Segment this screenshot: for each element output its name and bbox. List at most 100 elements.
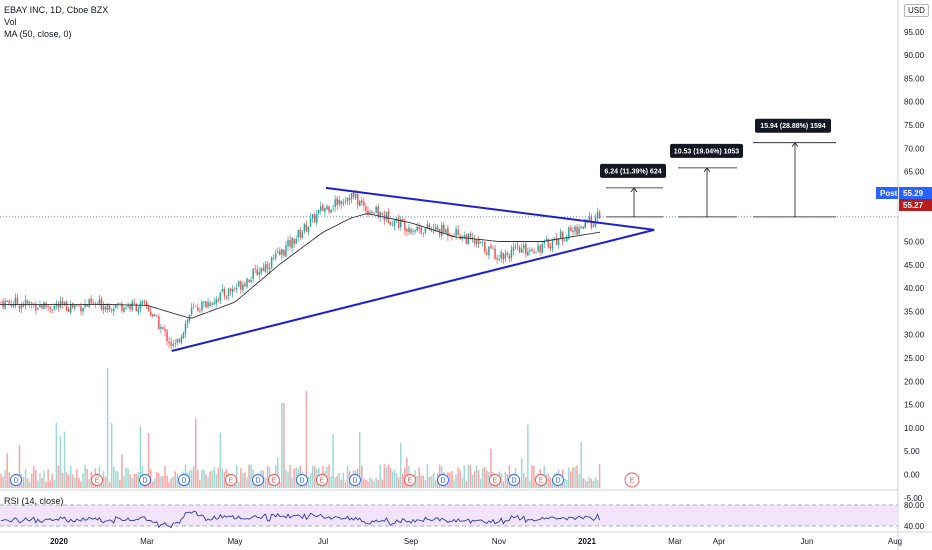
candle-body: [133, 302, 135, 304]
event-label: D: [13, 478, 18, 485]
volume-bar: [162, 476, 164, 488]
dividend-marker[interactable]: D: [178, 474, 190, 486]
projection-1[interactable]: 6.24 (11.39%) 624: [600, 163, 666, 218]
volume-bar: [236, 465, 238, 488]
symbol-title[interactable]: EBAY INC, 1D, Cboe BZX: [4, 5, 109, 15]
candle-body: [566, 237, 568, 242]
volume-bar: [533, 465, 535, 488]
candle-body: [584, 219, 586, 229]
candle-body: [533, 251, 535, 253]
candle-body: [149, 311, 152, 316]
candle-body: [465, 234, 468, 244]
currency-button[interactable]: USD: [904, 4, 929, 17]
candle-body: [416, 226, 418, 231]
candle-body: [78, 304, 80, 306]
projection-3[interactable]: 15.94 (28.88%) 1594: [753, 118, 836, 218]
dividend-marker[interactable]: D: [10, 474, 22, 486]
candle-body: [12, 305, 15, 307]
event-label: E: [272, 478, 277, 485]
candle-body: [139, 302, 142, 309]
candle-body: [172, 344, 174, 346]
candle-body: [270, 257, 273, 268]
candle-body: [564, 240, 566, 242]
event-circle: [225, 474, 237, 486]
candle-body: [266, 263, 269, 269]
volume-bar: [500, 473, 502, 488]
dividend-marker[interactable]: D: [552, 474, 564, 486]
lower-trendline[interactable]: [171, 228, 655, 352]
volume-bar: [135, 473, 138, 488]
candle-body: [125, 307, 127, 309]
candle-body: [151, 314, 154, 317]
earnings-marker[interactable]: E: [268, 474, 280, 486]
earnings-marker[interactable]: E: [404, 474, 416, 486]
candle-body: [406, 229, 408, 232]
candle-body: [518, 247, 521, 253]
volume-bar: [361, 465, 363, 488]
rsi-tick: 80.00: [904, 501, 925, 510]
candle-body: [135, 304, 138, 312]
volume-bar: [457, 467, 459, 488]
volume-bar: [387, 464, 390, 488]
candle-body: [537, 245, 539, 252]
earnings-marker[interactable]: E: [489, 474, 501, 486]
candle-body: [361, 200, 363, 204]
rsi-tick: 40.00: [904, 522, 925, 531]
candle-body: [277, 251, 279, 253]
candle-body: [28, 302, 31, 303]
earnings-marker[interactable]: E: [316, 474, 328, 486]
candle-body: [410, 228, 412, 233]
candle-body: [176, 338, 179, 343]
earnings-marker[interactable]: E: [624, 472, 640, 488]
candle-body: [244, 283, 246, 287]
candle-body: [186, 319, 189, 324]
time-tick: 2020: [50, 537, 68, 546]
volume-bar: [18, 445, 21, 488]
volume-bar: [41, 477, 43, 488]
volume-bar: [219, 432, 222, 488]
ma-legend[interactable]: MA (50, close, 0): [4, 29, 72, 39]
volume-bar: [479, 479, 482, 488]
candle-body: [422, 233, 425, 234]
upper-trendline[interactable]: [325, 186, 655, 231]
candle-body: [559, 231, 562, 239]
earnings-marker[interactable]: E: [225, 474, 237, 486]
volume-bar: [455, 474, 457, 488]
dividend-marker[interactable]: D: [349, 474, 361, 486]
candle-body: [215, 299, 217, 304]
earnings-marker[interactable]: E: [535, 474, 547, 486]
candle-body: [402, 219, 404, 222]
dividend-marker[interactable]: D: [296, 474, 308, 486]
dividend-marker[interactable]: D: [508, 474, 520, 486]
candle-body: [334, 199, 336, 207]
dividend-marker[interactable]: D: [139, 474, 151, 486]
candle-body: [332, 207, 334, 209]
candle-body: [449, 235, 451, 237]
dividend-marker[interactable]: D: [437, 474, 449, 486]
price-tick: 0.00: [904, 471, 920, 480]
volume-bar: [594, 477, 597, 488]
volume-bar: [207, 476, 209, 488]
volume-bar: [580, 442, 582, 488]
candle-body: [143, 301, 146, 303]
volume-bar: [520, 457, 523, 488]
candle-body: [102, 306, 105, 310]
projection-2[interactable]: 10.53 (19.04%) 1053: [670, 143, 743, 218]
volume-legend[interactable]: Vol: [4, 17, 17, 27]
candle-body: [158, 316, 160, 330]
candle-body: [324, 208, 326, 213]
candle-body: [192, 306, 195, 308]
candle-body: [404, 221, 406, 231]
candle-body: [213, 302, 215, 305]
candle-body: [455, 228, 457, 236]
candle-body: [506, 252, 509, 255]
event-label: E: [493, 478, 498, 485]
dividend-marker[interactable]: D: [252, 474, 264, 486]
earnings-marker[interactable]: E: [91, 474, 103, 486]
rsi-legend[interactable]: RSI (14, close): [4, 496, 64, 506]
candle-body: [504, 253, 507, 259]
volume-bar: [63, 431, 66, 488]
volume-bar: [578, 473, 580, 488]
candle-body: [115, 304, 117, 308]
